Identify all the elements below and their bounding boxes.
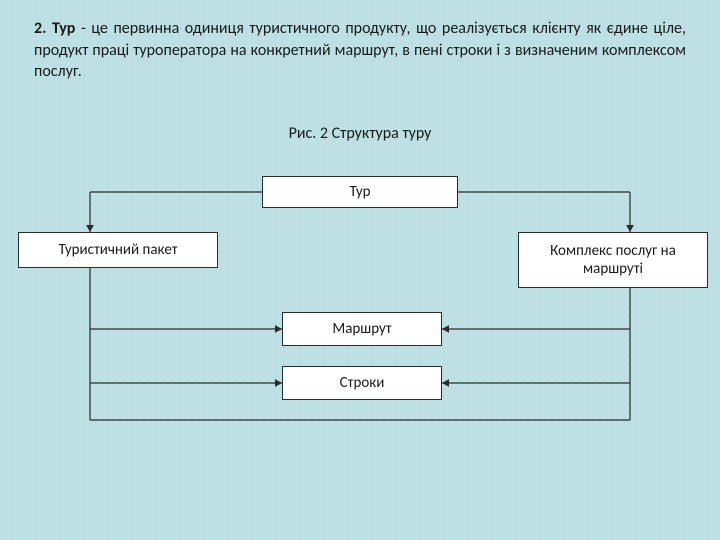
page-root: 2. Тур - це первинна одиниця туристичног… [0,0,720,540]
definition-text: - це первинна одиниця туристичного проду… [34,19,686,81]
node-complex: Комплекс послуг на маршруті [518,232,708,288]
node-package: Туристичний пакет [18,232,218,268]
node-route: Маршрут [282,312,442,346]
term-bold: 2. Тур [34,19,75,38]
node-tour: Тур [262,176,458,208]
figure-caption: Рис. 2 Структура туру [0,124,720,143]
node-terms: Строки [282,366,442,400]
definition-block: 2. Тур - це первинна одиниця туристичног… [34,18,686,83]
